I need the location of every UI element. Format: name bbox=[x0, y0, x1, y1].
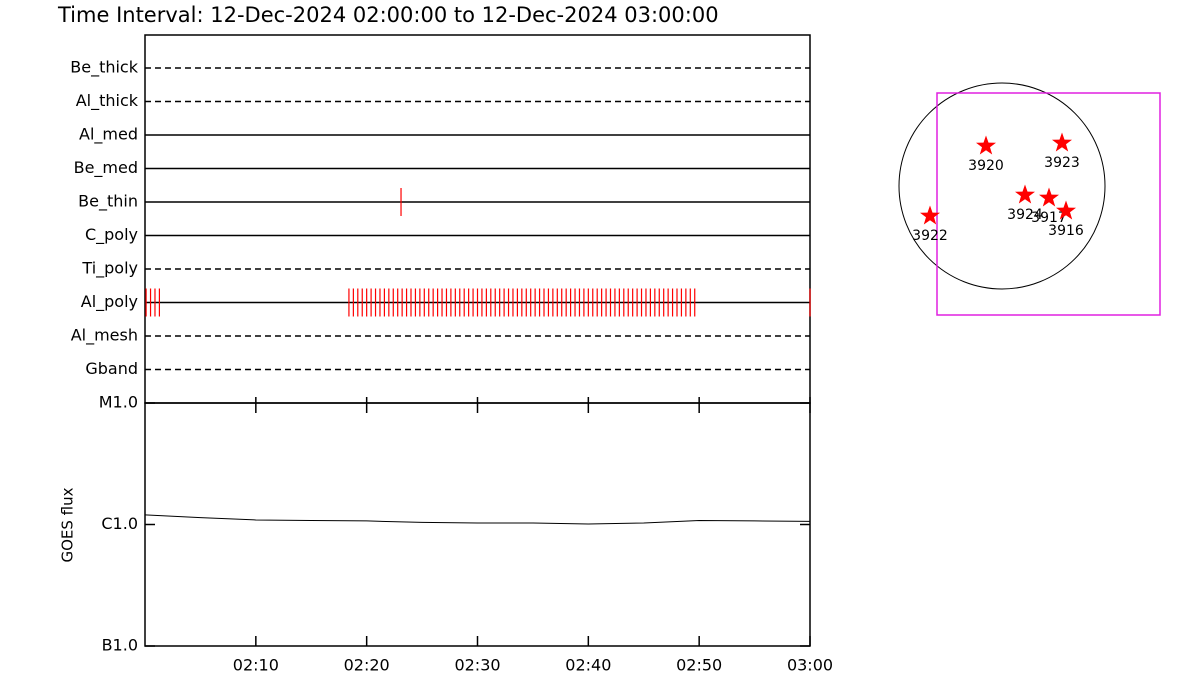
region-star bbox=[1039, 187, 1059, 207]
filter-label: Al_poly bbox=[81, 292, 138, 312]
y-tick-label: B1.0 bbox=[102, 636, 138, 655]
filter-label: Gband bbox=[85, 359, 138, 378]
region-label: 3922 bbox=[912, 228, 948, 244]
y-tick-label: M1.0 bbox=[99, 393, 138, 412]
region-star bbox=[920, 205, 940, 225]
region-star bbox=[1056, 200, 1076, 220]
x-tick-label: 02:40 bbox=[565, 656, 611, 675]
region-label: 3917 bbox=[1031, 210, 1067, 226]
region-label: 3924 bbox=[1007, 207, 1043, 223]
x-tick-label: 03:00 bbox=[787, 656, 833, 675]
filter-label: Al_thick bbox=[76, 91, 139, 111]
filter-label: Be_thick bbox=[70, 58, 138, 78]
region-star bbox=[976, 135, 996, 155]
goes-line bbox=[144, 514, 811, 525]
chart-title: Time Interval: 12-Dec-2024 02:00:00 to 1… bbox=[57, 3, 719, 27]
region-star bbox=[1015, 184, 1035, 204]
filter-label: C_poly bbox=[85, 225, 138, 245]
filter-label: Al_med bbox=[79, 125, 138, 145]
region-label: 3923 bbox=[1044, 155, 1080, 171]
region-star bbox=[1052, 132, 1072, 152]
x-tick-label: 02:50 bbox=[676, 656, 722, 675]
filter-label: Be_thin bbox=[78, 192, 138, 212]
filter-label: Ti_poly bbox=[81, 259, 138, 279]
x-tick-label: 02:20 bbox=[344, 656, 390, 675]
timeline-frame bbox=[144, 34, 811, 404]
y-tick-label: C1.0 bbox=[101, 514, 138, 533]
filter-label: Be_med bbox=[74, 158, 138, 178]
region-label: 3920 bbox=[968, 158, 1004, 174]
x-tick-label: 02:10 bbox=[233, 656, 279, 675]
region-label: 3916 bbox=[1048, 223, 1084, 239]
filter-label: Al_mesh bbox=[71, 326, 138, 346]
x-tick-label: 02:30 bbox=[454, 656, 500, 675]
solar-disk bbox=[898, 82, 1106, 290]
field-of-view bbox=[936, 92, 1161, 316]
y-axis-label: GOES flux bbox=[59, 487, 77, 562]
goes-frame bbox=[144, 402, 811, 647]
